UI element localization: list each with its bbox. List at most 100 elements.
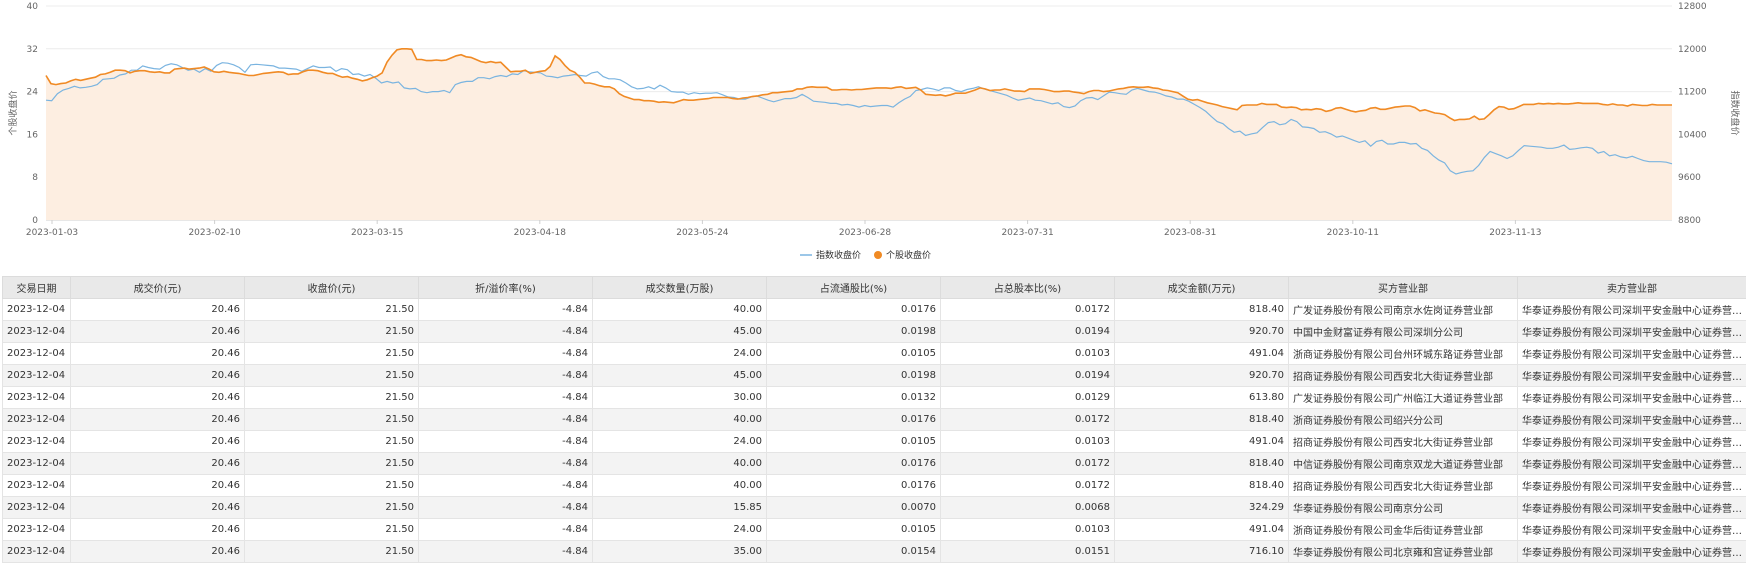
table-row[interactable]: 2023-12-04 20.46 21.50 -4.84 40.00 0.0176 0.01… — [2, 298, 1746, 321]
broker-cell: 华泰证券股份有限公司南京分公司 — [1288, 496, 1518, 519]
column-header[interactable]: 折/溢价率(%) — [418, 276, 593, 299]
table-cell: 491.04 — [1114, 518, 1289, 541]
table-cell: 0.0176 — [766, 298, 941, 321]
y-left-axis-title: 个股收盘价 — [7, 90, 19, 135]
table-cell: 920.70 — [1114, 320, 1289, 343]
table-cell: 716.10 — [1114, 540, 1289, 563]
broker-cell: 华泰证券股份有限公司深圳平安金融中心证券营业部 — [1517, 518, 1746, 541]
column-header[interactable]: 成交价(元) — [70, 276, 245, 299]
y-left-tick-label: 40 — [27, 2, 39, 12]
table-header-row: 交易日期 成交价(元) 收盘价(元) 折/溢价率(%) 成交数量(万股) 占流通股比(%)… — [2, 276, 1746, 299]
table-row[interactable]: 2023-12-04 20.46 21.50 -4.84 45.00 0.0198 0.01… — [2, 320, 1746, 343]
x-tick-label: 2023-01-03 — [26, 228, 78, 238]
table-cell: -4.84 — [418, 540, 593, 563]
x-tick-label: 2023-02-10 — [188, 228, 241, 238]
table-cell: 0.0176 — [766, 474, 941, 497]
column-header[interactable]: 占流通股比(%) — [766, 276, 941, 299]
series-line-index — [45, 62, 1673, 175]
table-cell: 15.85 — [592, 496, 767, 519]
table-row[interactable]: 2023-12-04 20.46 21.50 -4.84 40.00 0.0176 0.01… — [2, 474, 1746, 497]
table-cell: 818.40 — [1114, 408, 1289, 431]
column-header[interactable]: 交易日期 — [2, 276, 71, 299]
broker-cell: 中国中金财富证券有限公司深圳分公司 — [1288, 320, 1518, 343]
table-cell: 24.00 — [592, 342, 767, 365]
table-cell: 0.0198 — [766, 320, 941, 343]
table-cell: 21.50 — [244, 540, 419, 563]
y-left-tick-label: 0 — [32, 216, 38, 226]
column-header[interactable]: 成交数量(万股) — [592, 276, 767, 299]
table-cell: -4.84 — [418, 386, 593, 409]
table-cell: 0.0103 — [940, 430, 1115, 453]
y-right-tick-label: 11200 — [1678, 88, 1707, 98]
table-cell: 40.00 — [592, 474, 767, 497]
table-cell: 30.00 — [592, 386, 767, 409]
x-tick-label: 2023-03-15 — [351, 228, 403, 238]
table-cell: 20.46 — [70, 540, 245, 563]
broker-cell: 华泰证券股份有限公司深圳平安金融中心证券营业部 — [1517, 298, 1746, 321]
table-row[interactable]: 2023-12-04 20.46 21.50 -4.84 15.85 0.0070 0.00… — [2, 496, 1746, 519]
table-row[interactable]: 2023-12-04 20.46 21.50 -4.84 24.00 0.0105 0.01… — [2, 518, 1746, 541]
y-left-tick-label: 32 — [27, 45, 38, 55]
broker-cell: 华泰证券股份有限公司北京雍和宫证券营业部 — [1288, 540, 1518, 563]
table-cell: 0.0105 — [766, 430, 941, 453]
table-cell: 0.0070 — [766, 496, 941, 519]
table-cell: 20.46 — [70, 430, 245, 453]
column-header[interactable]: 买方营业部 — [1288, 276, 1518, 299]
column-header[interactable]: 占总股本比(%) — [940, 276, 1115, 299]
table-cell: 20.46 — [70, 408, 245, 431]
price-chart: 0 8 16 24 32 40 8800 9600 10400 11200 12000 12800 个股… — [0, 0, 1748, 272]
table-row[interactable]: 2023-12-04 20.46 21.50 -4.84 24.00 0.0105 0.01… — [2, 430, 1746, 453]
broker-cell: 中信证券股份有限公司南京双龙大道证券营业部 — [1288, 452, 1518, 475]
table-cell: 21.50 — [244, 342, 419, 365]
table-cell: -4.84 — [418, 408, 593, 431]
table-cell: 818.40 — [1114, 298, 1289, 321]
table-cell: 2023-12-04 — [2, 408, 71, 431]
table-row[interactable]: 2023-12-04 20.46 21.50 -4.84 40.00 0.0176 0.01… — [2, 408, 1746, 431]
table-cell: 21.50 — [244, 364, 419, 387]
x-tick-label: 2023-07-31 — [1001, 228, 1053, 238]
broker-cell: 华泰证券股份有限公司深圳平安金融中心证券营业部 — [1517, 342, 1746, 365]
table-cell: 40.00 — [592, 452, 767, 475]
table-cell: 818.40 — [1114, 474, 1289, 497]
table-cell: 0.0176 — [766, 408, 941, 431]
table-row[interactable]: 2023-12-04 20.46 21.50 -4.84 35.00 0.0154 0.01… — [2, 540, 1746, 563]
table-cell: 35.00 — [592, 540, 767, 563]
table-cell: 40.00 — [592, 298, 767, 321]
y-right-tick-label: 9600 — [1678, 173, 1701, 183]
broker-cell: 华泰证券股份有限公司深圳平安金融中心证券营业部 — [1517, 452, 1746, 475]
table-cell: 20.46 — [70, 342, 245, 365]
table-row[interactable]: 2023-12-04 20.46 21.50 -4.84 45.00 0.0198 0.01… — [2, 364, 1746, 387]
table-row[interactable]: 2023-12-04 20.46 21.50 -4.84 30.00 0.0132 0.01… — [2, 386, 1746, 409]
block-trade-table-container[interactable]: 交易日期 成交价(元) 收盘价(元) 折/溢价率(%) 成交数量(万股) 占流通股比(%)… — [2, 276, 1746, 572]
table-cell: 0.0105 — [766, 518, 941, 541]
y-right-tick-label: 8800 — [1678, 216, 1701, 226]
table-cell: 21.50 — [244, 474, 419, 497]
legend-stock-label: 个股收盘价 — [886, 249, 931, 261]
table-cell: 0.0198 — [766, 364, 941, 387]
table-cell: 2023-12-04 — [2, 386, 71, 409]
table-cell: 21.50 — [244, 430, 419, 453]
broker-cell: 浙商证券股份有限公司台州环城东路证券营业部 — [1288, 342, 1518, 365]
x-tick-label: 2023-11-13 — [1489, 228, 1541, 238]
table-cell: 491.04 — [1114, 430, 1289, 453]
x-tick-label: 2023-08-31 — [1164, 228, 1216, 238]
broker-cell: 华泰证券股份有限公司深圳平安金融中心证券营业部 — [1517, 540, 1746, 563]
table-cell: 613.80 — [1114, 386, 1289, 409]
table-cell: -4.84 — [418, 364, 593, 387]
y-right-tick-label: 12800 — [1678, 2, 1707, 12]
column-header[interactable]: 收盘价(元) — [244, 276, 419, 299]
table-cell: 2023-12-04 — [2, 364, 71, 387]
x-tick-label: 2023-10-11 — [1327, 228, 1379, 238]
column-header[interactable]: 卖方营业部 — [1517, 276, 1746, 299]
table-row[interactable]: 2023-12-04 20.46 21.50 -4.84 24.00 0.0105 0.01… — [2, 342, 1746, 365]
table-row[interactable]: 2023-12-04 20.46 21.50 -4.84 40.00 0.0176 0.01… — [2, 452, 1746, 475]
y-left-tick-label: 8 — [32, 173, 38, 183]
table-cell: 0.0154 — [766, 540, 941, 563]
table-cell: 0.0194 — [940, 364, 1115, 387]
broker-cell: 华泰证券股份有限公司深圳平安金融中心证券营业部 — [1517, 474, 1746, 497]
table-cell: 818.40 — [1114, 452, 1289, 475]
table-cell: 2023-12-04 — [2, 452, 71, 475]
legend-index-label: 指数收盘价 — [816, 249, 861, 261]
table-cell: 0.0129 — [940, 386, 1115, 409]
column-header[interactable]: 成交金额(万元) — [1114, 276, 1289, 299]
